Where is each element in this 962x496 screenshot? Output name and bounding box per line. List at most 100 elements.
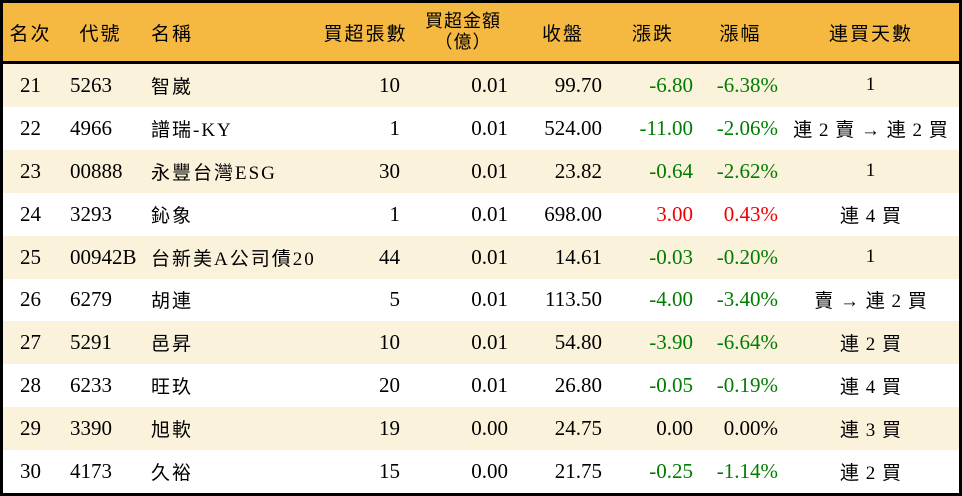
table-row: 23 00888 永豐台灣ESG 30 0.01 23.82 -0.64 -2.… — [3, 149, 959, 193]
header-change: 漲跌 — [631, 23, 674, 45]
close-price-cell: 23.82 — [554, 158, 602, 183]
buy-volume-cell: 30 — [379, 158, 400, 183]
streak-days-cell: 連 2 買 — [839, 334, 902, 356]
stock-name-cell: 鈊象 — [151, 205, 194, 227]
table-header: 名次 代號 名稱 買超張數 買超金額 （億） 收盤 漲跌 漲幅 連買天數 — [3, 3, 959, 64]
change-cell: 3.00 — [656, 201, 693, 226]
table-row: 30 4173 久裕 15 0.00 21.75 -0.25 -1.14% 連 … — [3, 450, 959, 493]
buy-amount-cell: 0.01 — [471, 115, 508, 140]
table-row: 29 3390 旭軟 19 0.00 24.75 0.00 0.00% 連 3 … — [3, 407, 959, 451]
buy-volume-cell: 10 — [379, 330, 400, 355]
change-cell: -4.00 — [649, 287, 693, 312]
rank-cell: 23 — [20, 158, 41, 183]
change-pct-cell: -1.14% — [716, 459, 778, 484]
stock-name-cell: 胡連 — [151, 291, 194, 313]
change-pct-cell: -2.06% — [716, 115, 778, 140]
stock-code-cell: 4966 — [70, 115, 112, 140]
streak-days-cell: 1 — [865, 246, 877, 268]
rank-cell: 24 — [20, 201, 41, 226]
streak-days-cell: 賣 → 連 2 買 — [814, 291, 928, 313]
stock-code-cell: 5263 — [70, 72, 112, 97]
rank-cell: 22 — [20, 115, 41, 140]
close-price-cell: 21.75 — [554, 459, 602, 484]
rank-cell: 29 — [20, 416, 41, 441]
stock-code-cell: 6279 — [70, 287, 112, 312]
buy-volume-cell: 19 — [379, 416, 400, 441]
close-price-cell: 26.80 — [554, 373, 602, 398]
table-row: 28 6233 旺玖 20 0.01 26.80 -0.05 -0.19% 連 … — [3, 364, 959, 408]
stock-code-cell: 3390 — [70, 416, 112, 441]
buy-amount-cell: 0.01 — [471, 72, 508, 97]
streak-days-cell: 連 2 賣 → 連 2 買 — [793, 119, 949, 141]
change-pct-cell: 0.43% — [723, 201, 778, 226]
stock-name-cell: 旺玖 — [151, 377, 194, 399]
streak-days-cell: 1 — [865, 160, 877, 182]
table-row: 22 4966 譜瑞-KY 1 0.01 524.00 -11.00 -2.06… — [3, 106, 959, 150]
change-pct-cell: -6.38% — [716, 72, 778, 97]
header-amount-line2: （億） — [434, 32, 492, 52]
stock-code-cell: 00888 — [70, 158, 123, 183]
buy-amount-cell: 0.01 — [471, 373, 508, 398]
close-price-cell: 524.00 — [544, 115, 602, 140]
rank-cell: 25 — [20, 244, 41, 269]
change-pct-cell: -6.64% — [716, 330, 778, 355]
close-price-cell: 14.61 — [554, 244, 602, 269]
change-pct-cell: -3.40% — [716, 287, 778, 312]
change-cell: -3.90 — [649, 330, 693, 355]
change-cell: -0.25 — [649, 459, 693, 484]
stock-name-cell: 旭軟 — [151, 420, 194, 442]
streak-days-cell: 連 2 買 — [839, 463, 902, 485]
change-pct-cell: -2.62% — [716, 158, 778, 183]
buy-amount-cell: 0.01 — [471, 201, 508, 226]
change-cell: -0.05 — [649, 373, 693, 398]
streak-days-cell: 1 — [865, 74, 877, 96]
header-rank: 名次 — [9, 23, 52, 45]
buy-amount-cell: 0.01 — [471, 330, 508, 355]
buy-volume-cell: 44 — [379, 244, 400, 269]
streak-days-cell: 連 4 買 — [839, 205, 902, 227]
close-price-cell: 24.75 — [554, 416, 602, 441]
buy-volume-cell: 1 — [389, 201, 401, 226]
change-pct-cell: -0.19% — [716, 373, 778, 398]
header-close: 收盤 — [541, 23, 584, 45]
close-price-cell: 54.80 — [554, 330, 602, 355]
rank-cell: 21 — [20, 72, 41, 97]
stock-code-cell: 5291 — [70, 330, 112, 355]
stock-name-cell: 永豐台灣ESG — [151, 162, 277, 184]
change-cell: -11.00 — [639, 115, 693, 140]
buy-volume-cell: 5 — [389, 287, 401, 312]
stock-name-cell: 智崴 — [151, 76, 194, 98]
change-pct-cell: 0.00% — [723, 416, 778, 441]
stock-code-cell: 3293 — [70, 201, 112, 226]
buy-volume-cell: 20 — [379, 373, 400, 398]
rank-cell: 27 — [20, 330, 41, 355]
buy-volume-cell: 15 — [379, 459, 400, 484]
streak-days-cell: 連 4 買 — [839, 377, 902, 399]
rank-cell: 26 — [20, 287, 41, 312]
buy-amount-cell: 0.01 — [471, 287, 508, 312]
stock-name-cell: 邑昇 — [151, 334, 194, 356]
header-pct: 漲幅 — [719, 23, 762, 45]
stock-code-cell: 00942B — [70, 244, 137, 269]
change-cell: -0.64 — [649, 158, 693, 183]
header-code: 代號 — [79, 23, 122, 45]
header-name: 名稱 — [151, 23, 194, 45]
rank-cell: 30 — [20, 459, 41, 484]
header-days: 連買天數 — [828, 23, 913, 45]
table-row: 21 5263 智崴 10 0.01 99.70 -6.80 -6.38% 1 — [3, 64, 959, 107]
buy-amount-cell: 0.01 — [471, 158, 508, 183]
stock-code-cell: 4173 — [70, 459, 112, 484]
change-pct-cell: -0.20% — [716, 244, 778, 269]
change-cell: -0.03 — [649, 244, 693, 269]
stock-name-cell: 譜瑞-KY — [151, 119, 233, 141]
rank-cell: 28 — [20, 373, 41, 398]
buy-volume-cell: 10 — [379, 72, 400, 97]
stock-name-cell: 台新美A公司債20 — [151, 248, 316, 270]
close-price-cell: 113.50 — [545, 287, 602, 312]
header-amount-line1: 買超金額 — [425, 11, 501, 31]
streak-days-cell: 連 3 買 — [839, 420, 902, 442]
header-volume: 買超張數 — [323, 23, 408, 45]
stock-code-cell: 6233 — [70, 373, 112, 398]
close-price-cell: 698.00 — [544, 201, 602, 226]
